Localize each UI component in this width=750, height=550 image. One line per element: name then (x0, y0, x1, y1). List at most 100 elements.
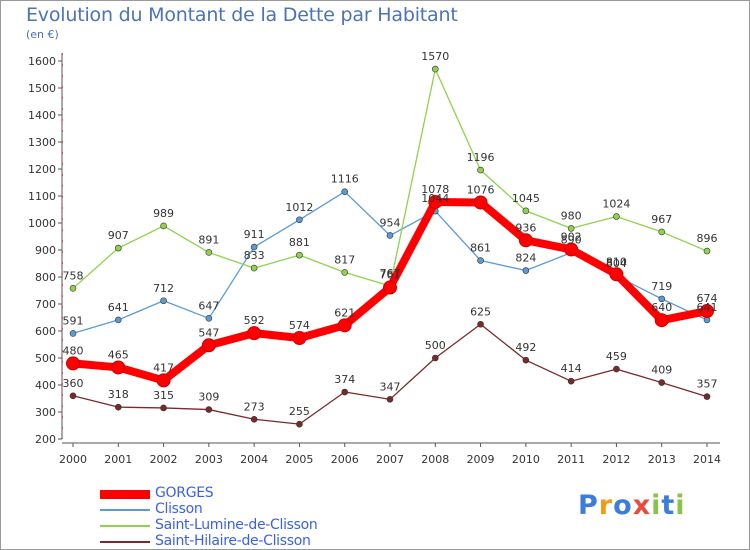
data-label: 907 (108, 229, 129, 242)
x-tick-label: 2004 (240, 453, 268, 466)
data-point (296, 251, 303, 259)
data-label: 647 (198, 299, 219, 312)
data-label: 360 (63, 377, 84, 390)
data-point (386, 396, 394, 403)
data-label: 621 (334, 306, 355, 319)
data-label: 1076 (467, 183, 495, 196)
data-label: 255 (289, 405, 310, 418)
data-point (205, 315, 213, 322)
data-point (658, 295, 666, 303)
data-label: 547 (198, 326, 219, 339)
y-tick-label: 1300 (28, 136, 56, 149)
data-label: 881 (289, 236, 310, 249)
data-point (567, 377, 575, 385)
data-label: 409 (651, 364, 672, 377)
y-tick-label: 700 (35, 298, 56, 311)
data-label: 625 (470, 305, 491, 318)
data-point (522, 356, 530, 364)
data-label: 890 (561, 234, 582, 247)
data-label: 492 (515, 341, 536, 354)
x-tick-label: 2010 (512, 453, 540, 466)
data-label: 1116 (331, 173, 359, 186)
data-point (477, 320, 484, 328)
data-point (431, 65, 439, 73)
data-point (160, 404, 167, 412)
data-label: 954 (380, 216, 401, 229)
data-point (111, 360, 126, 375)
data-label: 465 (108, 348, 129, 361)
data-label: 911 (244, 228, 265, 241)
data-label: 641 (697, 301, 718, 314)
data-point (341, 269, 349, 276)
data-point (428, 194, 443, 209)
logo-letter: r (598, 490, 614, 521)
data-label: 810 (606, 255, 627, 268)
data-point (654, 313, 669, 328)
data-label: 1570 (421, 50, 449, 63)
legend-label: Saint-Hilaire-de-Clisson (155, 533, 311, 549)
data-point (518, 233, 533, 248)
data-label: 758 (63, 269, 84, 282)
data-point (703, 247, 711, 255)
data-label: 861 (470, 242, 491, 255)
y-tick-label: 1400 (28, 109, 56, 122)
data-point (341, 388, 349, 396)
x-tick-label: 2013 (648, 453, 676, 466)
data-point (296, 216, 303, 224)
x-tick-label: 2001 (104, 453, 132, 466)
data-point (247, 326, 262, 341)
data-label: 891 (198, 233, 219, 246)
data-point (160, 222, 167, 230)
y-tick-label: 500 (35, 352, 56, 365)
data-point (473, 195, 488, 210)
data-label: 824 (515, 252, 536, 265)
data-point (658, 379, 666, 386)
y-tick-label: 1600 (28, 55, 56, 68)
data-point (522, 267, 530, 274)
data-label: 309 (198, 391, 219, 404)
y-tick-label: 800 (35, 271, 56, 284)
data-point (477, 257, 484, 264)
data-point (114, 316, 122, 324)
data-point (431, 354, 439, 362)
data-point (703, 393, 711, 400)
data-point (341, 188, 349, 195)
data-label: 761 (380, 269, 401, 282)
data-point (609, 267, 624, 282)
data-point (613, 365, 620, 373)
data-label: 592 (244, 314, 265, 327)
legend-swatch (100, 541, 150, 543)
data-label: 1078 (421, 183, 449, 196)
data-label: 980 (561, 209, 582, 222)
data-point (477, 166, 484, 174)
legend-swatch (100, 525, 150, 527)
data-point (658, 228, 666, 236)
logo-letter: P (578, 490, 599, 521)
y-tick-label: 400 (35, 379, 56, 392)
x-tick-label: 2011 (557, 453, 585, 466)
x-tick-label: 2002 (150, 453, 178, 466)
data-point (250, 415, 258, 423)
data-label: 318 (108, 388, 129, 401)
x-tick-label: 2003 (195, 453, 223, 466)
data-label: 414 (561, 362, 582, 375)
legend-item: Saint-Hilaire-de-Clisson (100, 533, 400, 550)
data-point (296, 420, 303, 428)
legend-item: Saint-Lumine-de-Clisson (100, 517, 400, 534)
legend-label: Saint-Lumine-de-Clisson (155, 517, 318, 533)
data-point (69, 392, 77, 400)
data-point (205, 406, 213, 413)
logo-letter: t (661, 490, 676, 521)
legend-item: GORGES (100, 485, 400, 502)
data-label: 1196 (467, 151, 495, 164)
data-point (522, 207, 530, 215)
data-label: 500 (425, 339, 446, 352)
data-label: 357 (697, 378, 718, 391)
data-point (66, 356, 80, 371)
y-tick-label: 1100 (28, 190, 56, 203)
data-label: 347 (380, 380, 401, 393)
legend-swatch (100, 509, 150, 511)
y-tick-label: 600 (35, 325, 56, 338)
data-label: 936 (515, 221, 536, 234)
data-point (114, 403, 122, 411)
